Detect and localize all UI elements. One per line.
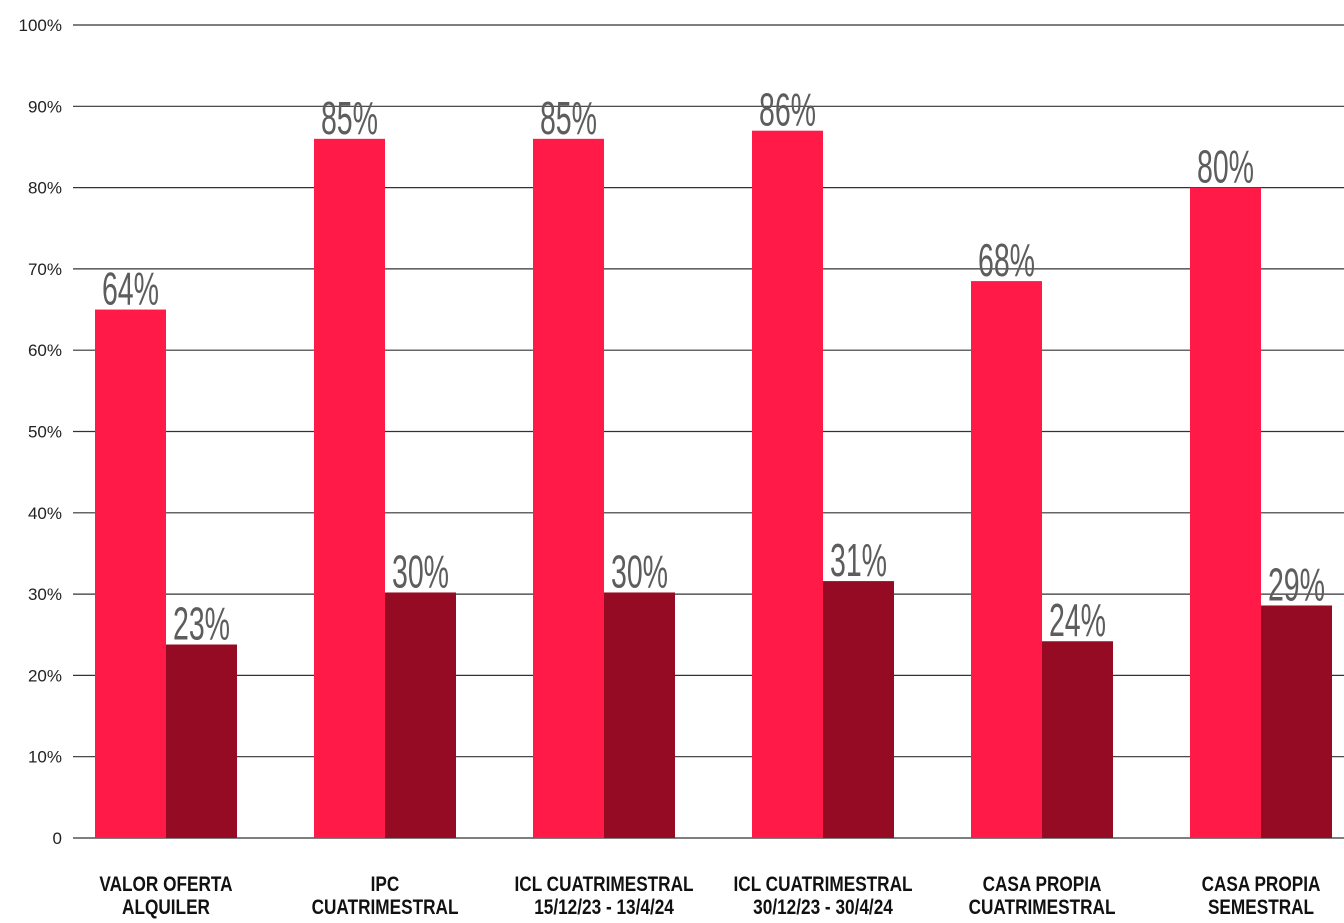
bar-series2-3 — [604, 592, 675, 838]
data-label: 68% — [978, 235, 1035, 287]
data-label: 31% — [830, 535, 887, 587]
bar-series2-5 — [1042, 641, 1113, 838]
x-category-label: IPC — [371, 874, 400, 897]
bar-series1-3 — [533, 138, 604, 838]
bar-series2-6 — [1261, 605, 1332, 838]
data-label: 80% — [1197, 142, 1254, 194]
bar-series1-2 — [314, 138, 385, 838]
y-tick-label: 50% — [28, 423, 62, 442]
y-tick-label: 70% — [28, 260, 62, 279]
y-tick-label: 100% — [19, 16, 62, 35]
data-label: 85% — [321, 93, 378, 145]
data-label: 86% — [759, 85, 816, 137]
y-tick-label: 30% — [28, 585, 62, 604]
y-tick-label: 40% — [28, 504, 62, 523]
x-category-label: ICL CUATRIMESTRAL — [733, 874, 912, 897]
bar-series2-4 — [823, 581, 894, 838]
data-label: 23% — [173, 599, 230, 651]
x-category-label: VALOR OFERTA — [99, 874, 232, 897]
x-category-label: ALQUILER — [122, 897, 210, 920]
y-tick-label: 10% — [28, 748, 62, 767]
y-tick-label: 0 — [53, 829, 62, 848]
data-label: 30% — [611, 547, 668, 599]
y-tick-label: 80% — [28, 179, 62, 198]
x-category-label: 15/12/23 - 13/4/24 — [534, 897, 674, 920]
y-tick-label: 90% — [28, 97, 62, 116]
data-labels: 64% 23% 85% 30% 85% 30% 86% 31% 68% 24% 80% 29% — [102, 85, 1325, 650]
data-label: 30% — [392, 547, 449, 599]
x-category-label: 30/12/23 - 30/4/24 — [753, 897, 893, 920]
y-tick-label: 60% — [28, 341, 62, 360]
bar-series2-1 — [166, 644, 237, 838]
bar-series1-4 — [752, 130, 823, 838]
bar-series2-2 — [385, 592, 456, 838]
x-axis-category-labels: VALOR OFERTAALQUILERIPCCUATRIMESTRALICL … — [99, 874, 1320, 920]
x-category-label: CASA PROPIA — [983, 874, 1102, 897]
y-tick-label: 20% — [28, 666, 62, 685]
gridlines — [73, 24, 1344, 839]
bar-series1-1 — [95, 309, 166, 838]
x-category-label: CUATRIMESTRAL — [969, 897, 1116, 920]
x-category-label: CASA PROPIA — [1202, 874, 1321, 897]
bar-series1-5 — [971, 281, 1042, 839]
x-category-label: SEMESTRAL — [1208, 897, 1314, 920]
data-label: 64% — [102, 264, 159, 316]
x-category-label: ICL CUATRIMESTRAL — [514, 874, 693, 897]
data-label: 85% — [540, 93, 597, 145]
bars — [95, 130, 1332, 839]
data-label: 24% — [1049, 595, 1106, 647]
y-axis-tick-labels: 0 10% 20% 30% 40% 50% 60% 70% 80% 90% 100% — [19, 16, 62, 848]
x-category-label: CUATRIMESTRAL — [312, 897, 459, 920]
bar-series1-6 — [1190, 187, 1261, 839]
data-label: 29% — [1268, 560, 1325, 612]
